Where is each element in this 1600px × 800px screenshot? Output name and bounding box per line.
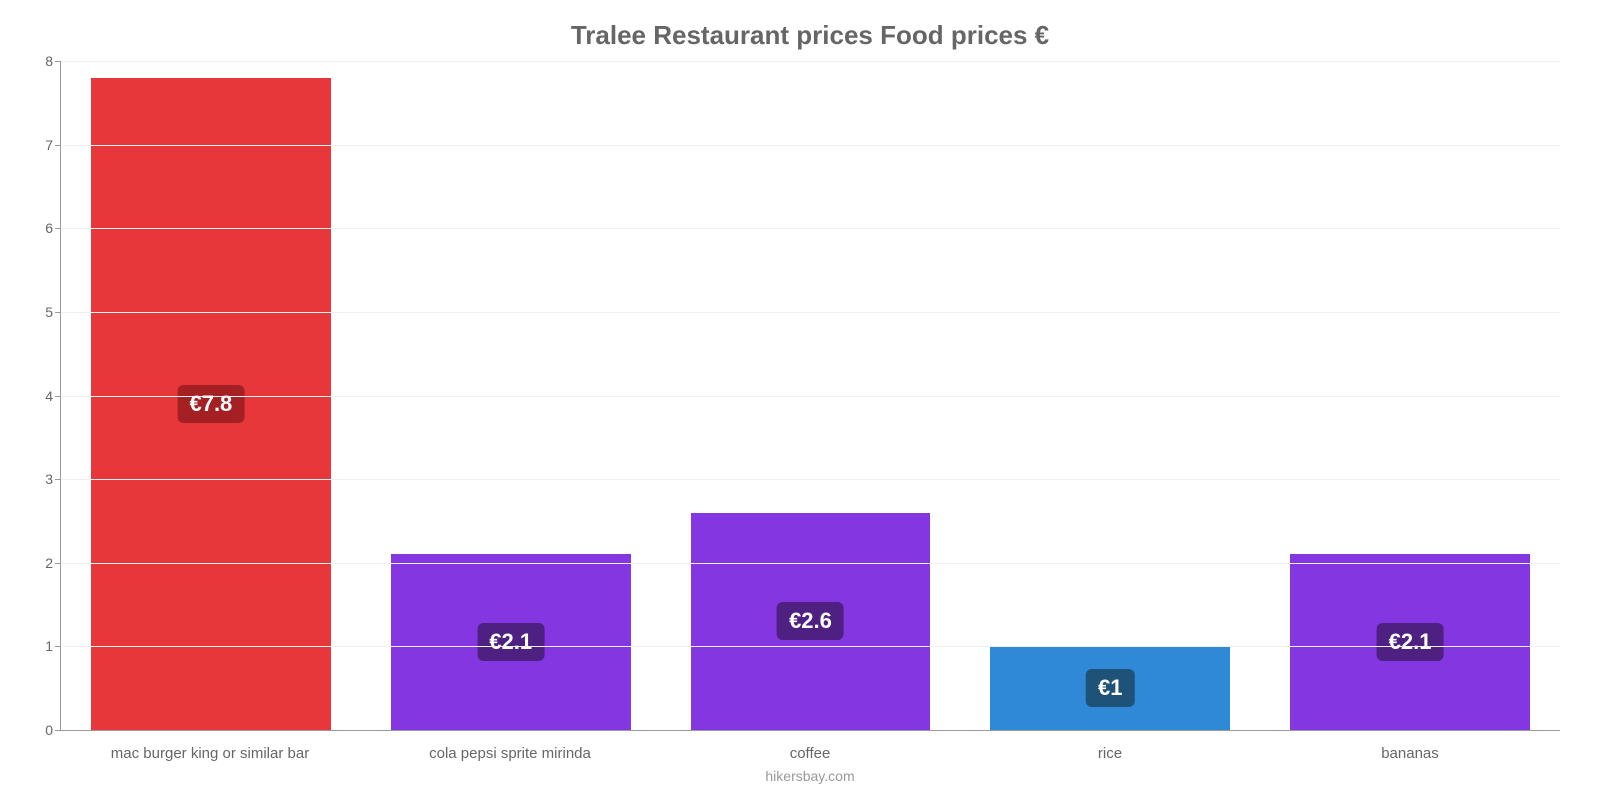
gridline	[61, 646, 1560, 647]
gridline	[61, 479, 1560, 480]
bar: €2.1	[391, 554, 631, 730]
chart-container: Tralee Restaurant prices Food prices € €…	[0, 0, 1600, 800]
x-tick-label: rice	[960, 731, 1260, 762]
y-tick-mark	[55, 61, 61, 62]
bar: €2.1	[1290, 554, 1530, 730]
gridline	[61, 61, 1560, 62]
bar: €1	[990, 646, 1230, 730]
value-badge: €7.8	[177, 385, 244, 423]
gridline	[61, 145, 1560, 146]
y-tick-mark	[55, 312, 61, 313]
gridline	[61, 228, 1560, 229]
gridline	[61, 563, 1560, 564]
bar: €7.8	[91, 78, 331, 730]
y-tick-mark	[55, 396, 61, 397]
y-tick-mark	[55, 228, 61, 229]
x-tick-label: bananas	[1260, 731, 1560, 762]
x-axis-labels: mac burger king or similar barcola pepsi…	[60, 731, 1560, 762]
value-badge: €2.1	[477, 623, 544, 661]
y-tick-mark	[55, 730, 61, 731]
y-tick-mark	[55, 479, 61, 480]
y-tick-mark	[55, 646, 61, 647]
bar: €2.6	[691, 513, 931, 730]
gridline	[61, 312, 1560, 313]
y-tick-mark	[55, 563, 61, 564]
value-badge: €2.1	[1377, 623, 1444, 661]
x-tick-label: mac burger king or similar bar	[60, 731, 360, 762]
y-tick-mark	[55, 145, 61, 146]
gridline	[61, 396, 1560, 397]
x-tick-label: coffee	[660, 731, 960, 762]
x-tick-label: cola pepsi sprite mirinda	[360, 731, 660, 762]
value-badge: €2.6	[777, 602, 844, 640]
chart-title: Tralee Restaurant prices Food prices €	[60, 20, 1560, 51]
chart-footer: hikersbay.com	[60, 768, 1560, 784]
plot-area: €7.8€2.1€2.6€1€2.1 012345678	[60, 61, 1560, 731]
value-badge: €1	[1086, 669, 1134, 707]
